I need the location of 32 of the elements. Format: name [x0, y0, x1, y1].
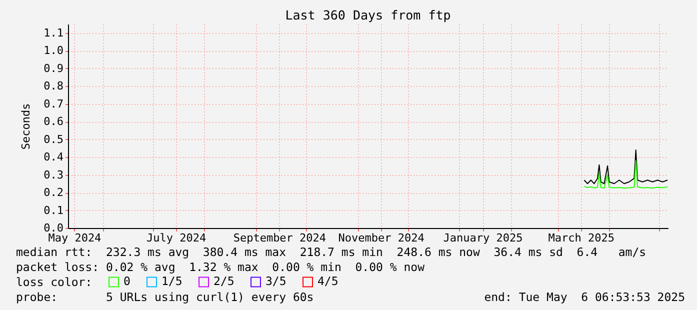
line-series — [584, 160, 668, 189]
y-tick-label: 0.6 — [44, 115, 64, 128]
text: probe: 5 URLs using curl(1) every 60s — [16, 290, 314, 304]
y-tick-label: 1.0 — [44, 44, 64, 58]
y-tick-label: 0.0 — [44, 222, 64, 234]
x-tick-label: November 2024 — [338, 232, 425, 244]
text: end: Tue May 6 06:53:53 2025 — [484, 290, 685, 304]
legend-label: 4/5 — [318, 274, 338, 288]
text: packet loss: 0.02 % avg 1.32 % max 0.00 % min 0.00 % now — [16, 260, 425, 274]
y-tick-label: 0.2 — [44, 186, 64, 200]
y-tick-label: 0.3 — [44, 168, 64, 182]
legend-label: 0 — [124, 274, 130, 288]
x-tick-label: May 2024 — [48, 232, 102, 244]
y-tick-label: 0.4 — [44, 150, 64, 164]
x-tick-label: March 2025 — [548, 232, 614, 244]
y-tick-label: 0.8 — [44, 80, 64, 93]
y-tick-label: 1.1 — [44, 26, 64, 40]
legend-label: 1/5 — [162, 274, 182, 288]
y-tick-label: 0.9 — [44, 62, 64, 75]
text: median rtt: 232.3 ms avg 380.4 ms max 218.7 ms min 248.6 ms now 36.4 ms sd 6.4 am/s — [16, 245, 646, 259]
legend-label: 3/5 — [266, 274, 286, 288]
chart-title: Last 360 Days from ftp — [285, 8, 451, 22]
legend-label: 2/5 — [214, 274, 234, 288]
y-tick-label: 0.7 — [44, 97, 64, 110]
y-tick-label: 0.1 — [44, 204, 64, 217]
x-tick-label: September 2024 — [233, 232, 326, 244]
x-tick-label: July 2024 — [146, 232, 207, 244]
text: loss color: — [16, 275, 92, 289]
y-tick-label: 0.5 — [44, 132, 64, 146]
y-axis-title: Seconds — [20, 103, 33, 150]
line-series — [584, 149, 668, 184]
x-tick-label: January 2025 — [443, 232, 523, 244]
